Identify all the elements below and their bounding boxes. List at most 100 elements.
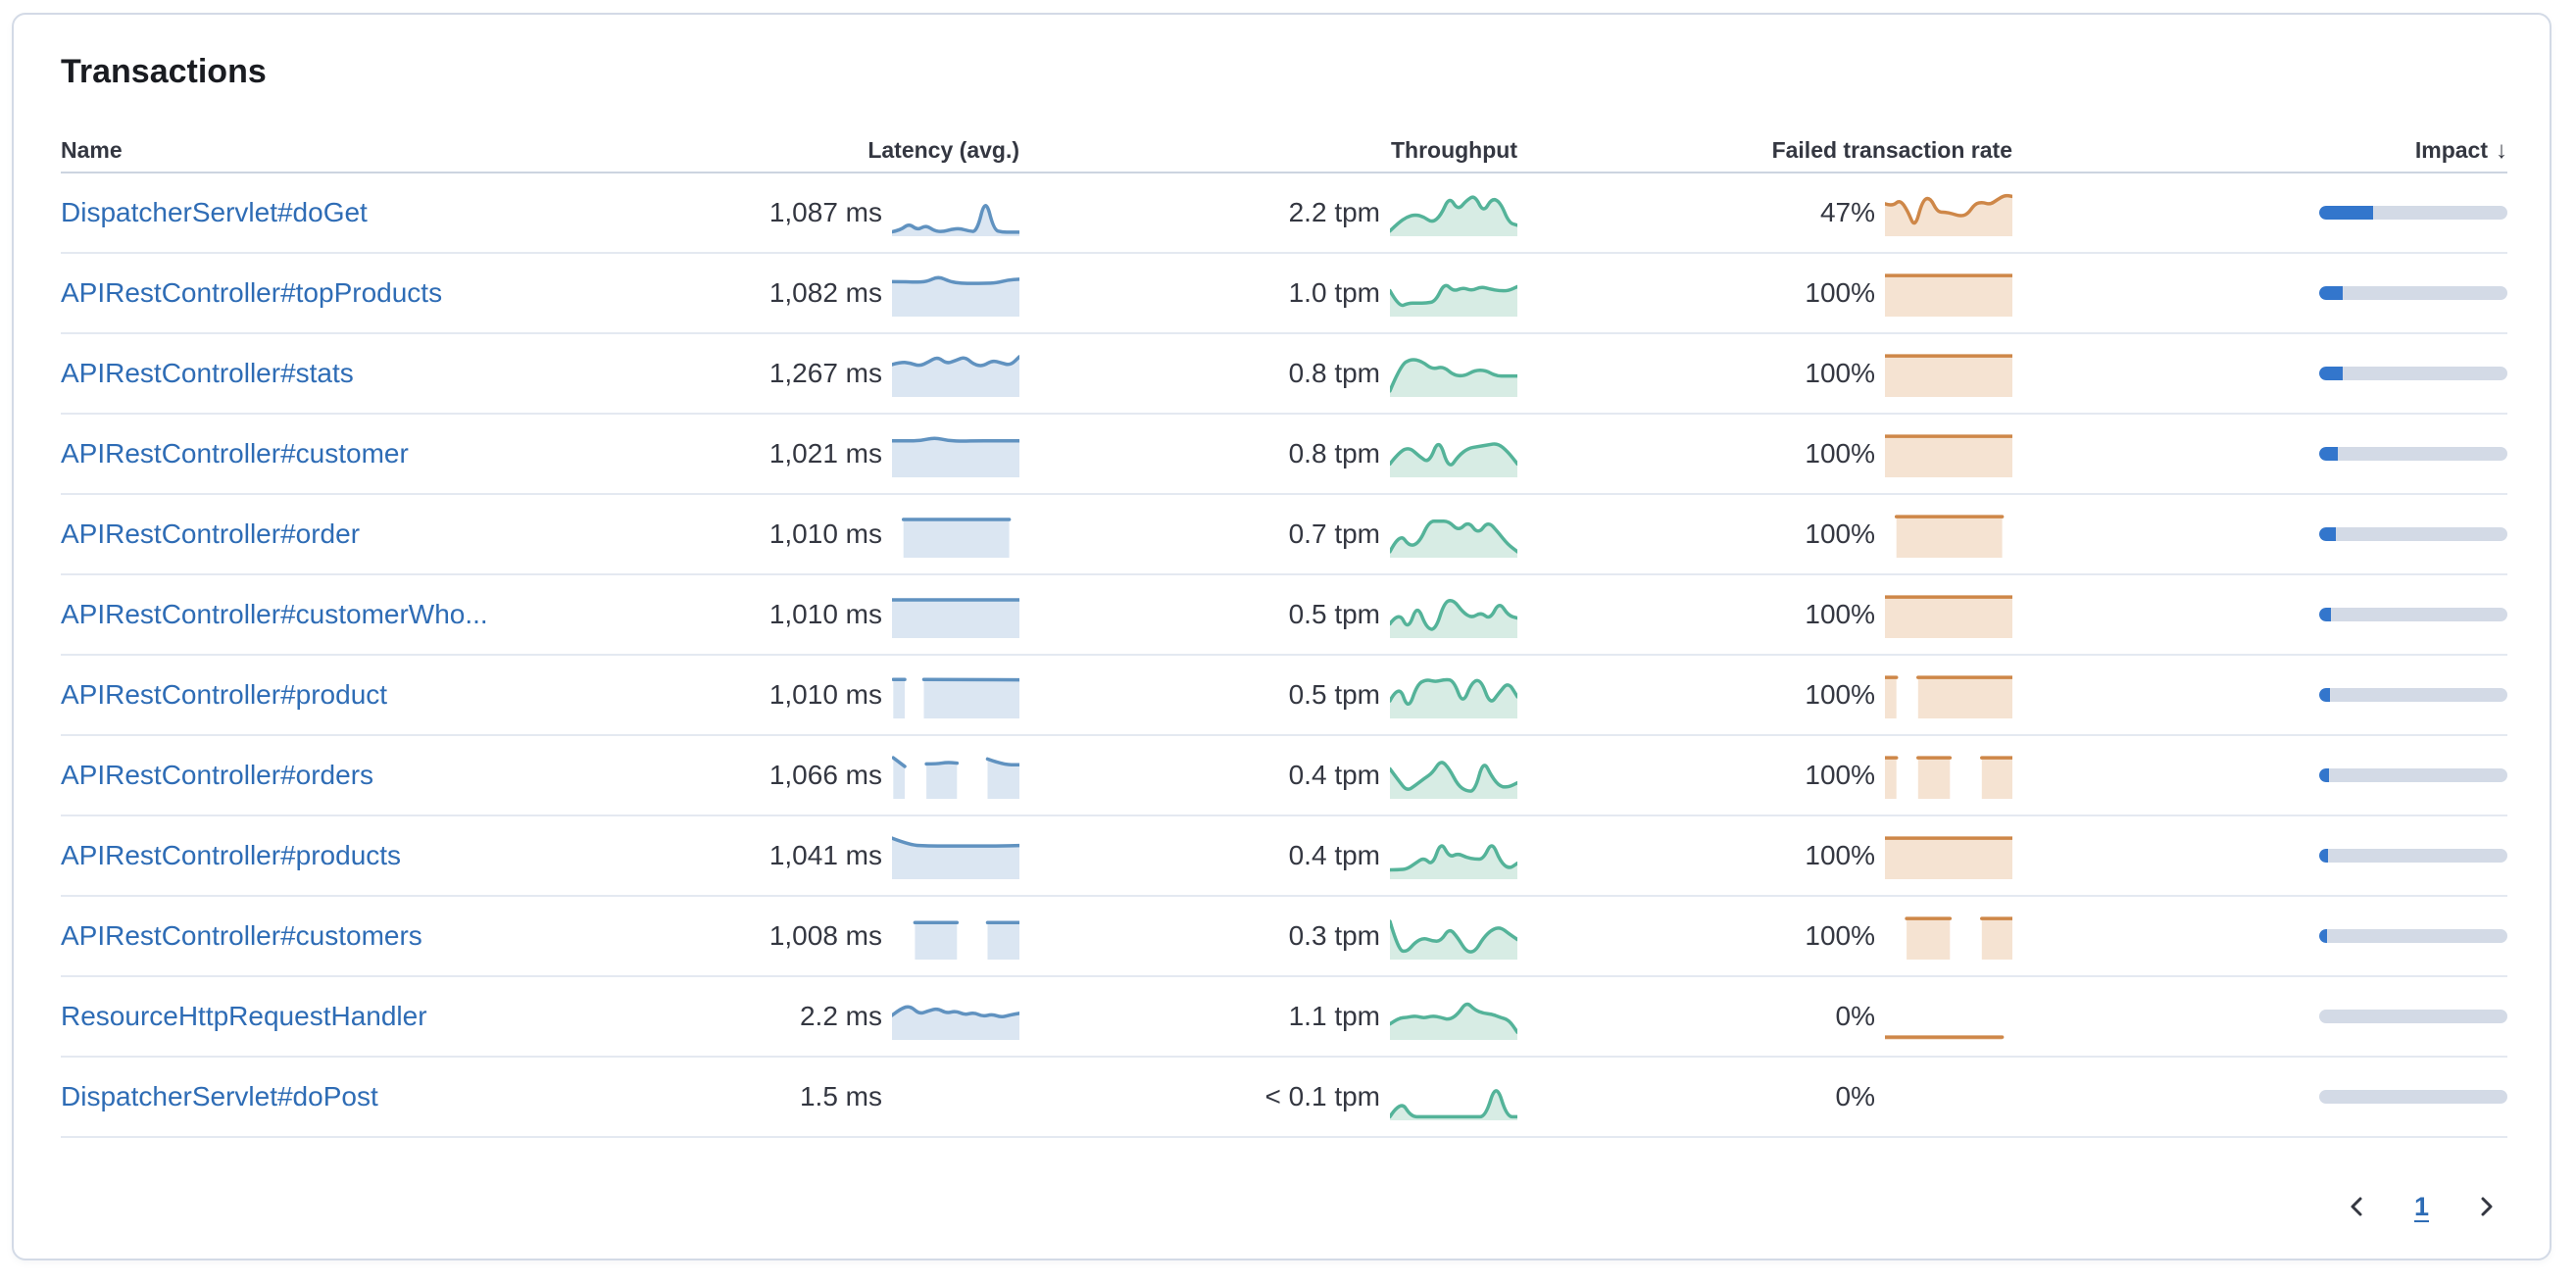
transaction-name-link[interactable]: APIRestController#products	[61, 840, 402, 870]
transaction-name-link[interactable]: APIRestController#product	[61, 679, 388, 710]
transaction-name-link[interactable]: APIRestController#order	[61, 519, 361, 549]
transaction-name-link[interactable]: APIRestController#orders	[61, 760, 374, 790]
impact-cell	[2012, 608, 2507, 621]
failed-rate-sparkline-chart	[1885, 756, 2012, 799]
failed-rate-cell: 100%	[1517, 350, 2012, 397]
transaction-name-link[interactable]: DispatcherServlet#doGet	[61, 197, 368, 227]
latency-cell: 1,010 ms	[769, 511, 1019, 558]
chevron-right-icon	[2481, 1197, 2493, 1216]
column-header-impact[interactable]: Impact ↓	[2012, 136, 2507, 165]
impact-bar-fill	[2319, 688, 2331, 702]
throughput-sparkline-chart	[1390, 761, 1517, 799]
throughput-sparkline-chart	[1390, 677, 1517, 718]
impact-cell	[2012, 1010, 2507, 1023]
column-header-failed-rate[interactable]: Failed transaction rate	[1771, 136, 2012, 163]
throughput-cell: 0.3 tpm	[1019, 913, 1517, 960]
table-row: APIRestController#stats 1,267 ms 0.8 tpm…	[61, 334, 2507, 415]
failed-rate-value: 100%	[1805, 438, 1875, 469]
failed-rate-value: 47%	[1819, 197, 1875, 227]
impact-bar-track	[2319, 688, 2507, 702]
transaction-name-cell: APIRestController#products	[61, 840, 794, 871]
latency-sparkline-chart	[892, 836, 1019, 879]
latency-cell: 1,041 ms	[769, 832, 1019, 879]
latency-value: 1,010 ms	[768, 679, 882, 710]
latency-sparkline-chart	[892, 355, 1019, 397]
column-header-name[interactable]: Name	[61, 136, 123, 163]
latency-sparkline-chart	[892, 756, 1019, 799]
table-row: APIRestController#topProducts 1,082 ms 1…	[61, 254, 2507, 334]
impact-bar-fill	[2319, 286, 2343, 300]
failed-rate-value: 100%	[1805, 920, 1875, 951]
impact-cell	[2012, 849, 2507, 863]
latency-cell: 1,082 ms	[769, 270, 1019, 317]
throughput-value: 1.1 tpm	[1288, 1001, 1380, 1031]
transaction-name-link[interactable]: APIRestController#customers	[61, 920, 422, 951]
transaction-name-link[interactable]: ResourceHttpRequestHandler	[61, 1001, 427, 1031]
latency-value: 1,010 ms	[768, 519, 882, 549]
latency-cell: 1,087 ms	[769, 189, 1019, 236]
impact-bar-track	[2319, 768, 2507, 782]
impact-bar-track	[2319, 367, 2507, 380]
column-header-throughput[interactable]: Throughput	[1390, 136, 1517, 163]
table-row: DispatcherServlet#doPost 1.5 ms < 0.1 tp…	[61, 1058, 2507, 1138]
impact-bar-track	[2319, 206, 2507, 220]
next-page-button[interactable]	[2468, 1189, 2503, 1224]
transactions-panel: Transactions Name Latency (avg.) Through…	[12, 13, 2551, 1260]
failed-rate-sparkline-chart	[1885, 273, 2012, 317]
latency-sparkline-chart	[913, 920, 1019, 960]
impact-bar-fill	[2319, 929, 2328, 943]
previous-page-button[interactable]	[2340, 1189, 2375, 1224]
transaction-name-link[interactable]: APIRestController#customerWho...	[61, 599, 488, 629]
panel-title: Transactions	[61, 53, 267, 90]
impact-bar-track	[2319, 929, 2507, 943]
table-row: APIRestController#customer 1,021 ms 0.8 …	[61, 415, 2507, 495]
impact-bar-track	[2319, 608, 2507, 621]
failed-rate-sparkline-chart	[1885, 836, 2012, 879]
latency-cell: 1,010 ms	[769, 591, 1019, 638]
column-header-latency[interactable]: Latency (avg.)	[867, 136, 1019, 163]
failed-rate-value: 100%	[1805, 599, 1875, 629]
impact-bar-fill	[2319, 527, 2336, 541]
transaction-name-cell: DispatcherServlet#doGet	[61, 197, 794, 228]
column-header-impact-label: Impact	[2414, 136, 2488, 163]
transaction-name-cell: ResourceHttpRequestHandler	[61, 1001, 794, 1032]
transaction-name-link[interactable]: APIRestController#customer	[61, 438, 409, 469]
throughput-value: < 0.1 tpm	[1264, 1081, 1380, 1111]
transaction-name-cell: APIRestController#customerWho...	[61, 599, 794, 630]
latency-value: 1,267 ms	[768, 358, 882, 388]
transaction-name-link[interactable]: APIRestController#stats	[61, 358, 354, 388]
latency-sparkline-chart	[892, 598, 1019, 638]
throughput-sparkline-chart	[1390, 1089, 1517, 1120]
failed-rate-sparkline-chart	[1894, 515, 2005, 558]
latency-cell: 1,066 ms	[769, 752, 1019, 799]
failed-rate-value: 100%	[1805, 840, 1875, 870]
throughput-sparkline-chart	[1390, 283, 1517, 317]
failed-rate-value: 0%	[1835, 1001, 1875, 1031]
throughput-sparkline-chart	[1390, 919, 1517, 960]
transaction-name-cell: APIRestController#stats	[61, 358, 794, 389]
failed-rate-cell: 100%	[1517, 430, 2012, 477]
transaction-name-link[interactable]: DispatcherServlet#doPost	[61, 1081, 378, 1111]
impact-cell	[2012, 929, 2507, 943]
throughput-sparkline-chart	[1390, 358, 1517, 397]
latency-value: 1,041 ms	[768, 840, 882, 870]
impact-cell	[2012, 367, 2507, 380]
page-1-button[interactable]: 1	[2408, 1191, 2435, 1223]
latency-value: 1,008 ms	[768, 920, 882, 951]
impact-bar-track	[2319, 447, 2507, 461]
impact-bar-track	[2319, 527, 2507, 541]
throughput-cell: 0.8 tpm	[1019, 350, 1517, 397]
throughput-value: 0.3 tpm	[1288, 920, 1380, 951]
latency-sparkline-chart	[892, 275, 1019, 317]
impact-cell	[2012, 1090, 2507, 1104]
impact-bar-track	[2319, 849, 2507, 863]
throughput-value: 0.5 tpm	[1288, 599, 1380, 629]
throughput-value: 0.5 tpm	[1288, 679, 1380, 710]
failed-rate-value: 100%	[1805, 760, 1875, 790]
failed-rate-cell: 100%	[1517, 832, 2012, 879]
chevron-left-icon	[2351, 1197, 2362, 1216]
table-row: APIRestController#products 1,041 ms 0.4 …	[61, 816, 2507, 897]
failed-rate-value: 100%	[1805, 519, 1875, 549]
transaction-name-link[interactable]: APIRestController#topProducts	[61, 277, 443, 308]
